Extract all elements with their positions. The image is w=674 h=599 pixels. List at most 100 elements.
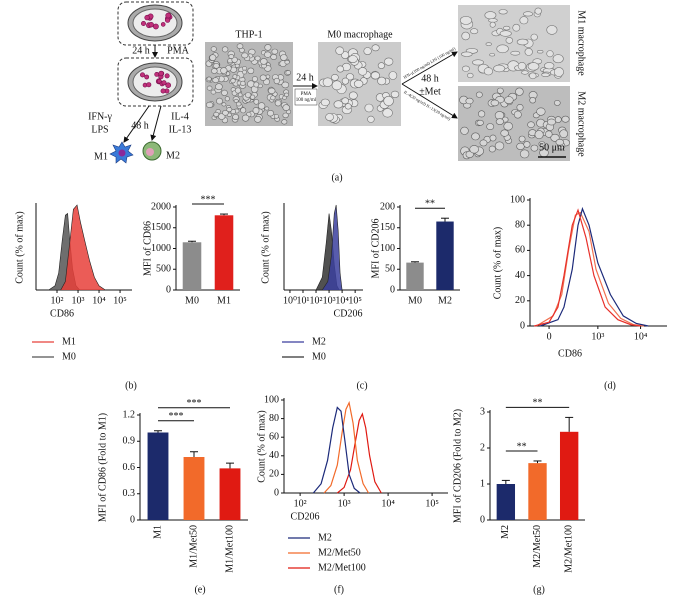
cell bbox=[242, 69, 247, 75]
panel-label: (b) bbox=[125, 380, 137, 391]
cell bbox=[282, 104, 290, 111]
cell bbox=[382, 108, 393, 118]
cell bbox=[348, 91, 358, 100]
cell bbox=[490, 99, 499, 107]
x-tick-label: 0 bbox=[547, 331, 552, 342]
cell bbox=[488, 18, 498, 23]
y-tick-label: 3 bbox=[480, 406, 485, 417]
cell bbox=[530, 144, 539, 152]
cell bbox=[504, 96, 514, 104]
cell bbox=[210, 46, 217, 52]
cell bbox=[211, 68, 218, 74]
cell bbox=[500, 129, 509, 137]
cell bbox=[270, 95, 276, 101]
cell bbox=[538, 141, 546, 147]
cell bbox=[160, 22, 166, 27]
x-tick-label: M1/Met50 bbox=[188, 525, 199, 568]
y-tick-label: 40 bbox=[269, 450, 279, 461]
cell bbox=[231, 56, 238, 64]
legend-label: M2 bbox=[318, 532, 332, 543]
x-tick-label: 10¹ bbox=[296, 295, 309, 306]
y-tick-label: 100 bbox=[380, 243, 395, 254]
cell bbox=[253, 99, 260, 105]
arrow bbox=[401, 51, 458, 85]
panel-label: (e) bbox=[194, 584, 205, 595]
cell bbox=[282, 112, 289, 119]
y-tick-label: 80 bbox=[515, 219, 525, 230]
cell bbox=[273, 77, 280, 85]
error-bar bbox=[441, 217, 449, 222]
cell bbox=[228, 54, 235, 59]
histogram-line bbox=[540, 206, 649, 327]
cell bbox=[252, 107, 260, 114]
dose: 100 ng/ml bbox=[296, 98, 317, 103]
cell bbox=[253, 81, 260, 88]
step-label: 24 h bbox=[296, 72, 314, 83]
cell bbox=[165, 12, 172, 19]
cell bbox=[331, 80, 343, 91]
cell bbox=[522, 11, 534, 17]
cell bbox=[527, 121, 535, 128]
cell bbox=[552, 54, 564, 64]
y-tick-label: 50 bbox=[385, 264, 395, 275]
cell bbox=[358, 67, 368, 76]
x-tick-label: M2 bbox=[438, 295, 452, 306]
cell bbox=[341, 97, 350, 105]
significance-label: *** bbox=[187, 398, 202, 409]
panel-label: (c) bbox=[356, 380, 367, 391]
x-tick-label: M0 bbox=[408, 295, 422, 306]
cell bbox=[472, 59, 484, 66]
cell bbox=[146, 82, 152, 88]
cell bbox=[161, 80, 167, 86]
error-bar bbox=[154, 430, 162, 433]
y-tick-label: 0 bbox=[520, 320, 525, 331]
cell bbox=[234, 63, 240, 68]
cell bbox=[244, 92, 252, 98]
bar bbox=[436, 221, 454, 290]
panel-label: (d) bbox=[604, 380, 616, 391]
y-axis-label: MFI of CD206 (Fold to M2) bbox=[452, 409, 463, 523]
bar bbox=[559, 431, 579, 520]
x-tick-label: 10⁴ bbox=[381, 498, 395, 509]
cell bbox=[516, 142, 525, 150]
cell bbox=[523, 141, 531, 148]
cell bbox=[247, 67, 255, 75]
cell bbox=[333, 100, 344, 109]
x-tick-label: M1/Met100 bbox=[224, 525, 235, 573]
y-tick-label: 0 bbox=[274, 487, 279, 498]
cell bbox=[325, 113, 334, 121]
step-label: 24 h bbox=[132, 45, 150, 56]
bar bbox=[214, 215, 234, 290]
cell bbox=[516, 38, 529, 46]
cell bbox=[353, 79, 364, 88]
cell bbox=[232, 74, 238, 79]
y-tick-label: 100 bbox=[510, 194, 525, 205]
cell bbox=[554, 116, 562, 123]
arrow bbox=[123, 105, 150, 143]
cell bbox=[529, 72, 537, 80]
cell bbox=[488, 145, 496, 153]
cell bbox=[264, 106, 270, 111]
panel-label: (f) bbox=[334, 584, 344, 595]
y-tick-label: 1.2 bbox=[123, 409, 136, 420]
y-tick-label: 200 bbox=[380, 201, 395, 212]
bar bbox=[496, 484, 516, 520]
y-axis-label: Count (% of max) bbox=[256, 410, 267, 483]
cell-texture bbox=[205, 7, 571, 160]
cell bbox=[476, 119, 484, 126]
x-tick-label: 10² bbox=[51, 295, 64, 306]
y-axis-label: MFI of CD86 bbox=[142, 221, 153, 276]
error-bar bbox=[188, 240, 196, 243]
significance-label: ** bbox=[533, 398, 543, 409]
x-axis-label: CD206 bbox=[334, 308, 363, 319]
micrograph-label: THP-1 bbox=[235, 29, 262, 40]
cell bbox=[348, 55, 358, 63]
micrograph-label: M1 macrophage bbox=[576, 10, 587, 76]
cell bbox=[496, 87, 504, 94]
cell bbox=[527, 62, 540, 71]
cell bbox=[483, 67, 494, 76]
cell bbox=[371, 44, 380, 52]
cell bbox=[285, 70, 291, 75]
legend-label: M0 bbox=[312, 351, 326, 362]
